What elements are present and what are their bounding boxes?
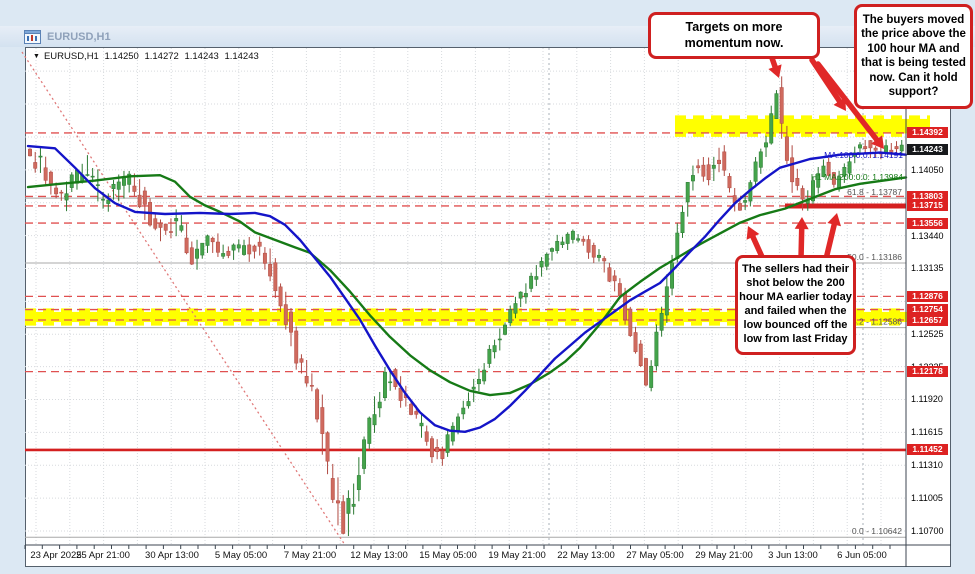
ohlc-header: ▼ EURUSD,H1 1.14250 1.14272 1.14243 1.142… [33,51,262,62]
price-axis-label: 1.13440 [911,230,944,241]
price-level-badge: 1.14392 [907,127,948,139]
price-axis-label: 1.13135 [911,263,944,274]
date-axis-label: 25 Apr 21:00 [76,550,130,561]
price-level-badge: 1.12657 [907,314,948,326]
date-axis-label: 15 May 05:00 [419,550,477,561]
date-axis-label: 30 Apr 13:00 [145,550,199,561]
date-axis-label: 27 May 05:00 [626,550,684,561]
price-level-badge: 1.12178 [907,366,948,378]
trendline [21,51,346,546]
date-axis-label: 19 May 21:00 [488,550,546,561]
date-axis-label: 6 Jun 05:00 [837,550,887,561]
annotation-sellers[interactable]: The sellers had their shot below the 200… [735,255,856,355]
price-axis-label: 1.11920 [911,394,943,405]
price-axis-label: 1.10700 [911,525,944,536]
ohlc-open: 1.14250 [104,51,139,62]
price-level-badge: 1.13715 [907,200,948,212]
window-title: EURUSD,H1 [47,30,111,43]
fib-label: 38.2 - 1.12586 [847,317,902,327]
fibonacci-labels: 61.8 - 1.13787 50.0 - 1.13186 38.2 - 1.125… [847,187,902,536]
price-axis-label: 1.12525 [911,329,944,340]
price-axis[interactable]: 1.140501.134401.131351.125251.122251.119… [906,47,951,567]
grid-layer [25,48,906,545]
date-axis-label: 23 Apr 2025 [30,550,82,561]
red-arrows [746,55,884,262]
candles-layer [28,76,904,537]
price-level-badge: 1.11452 [907,444,948,456]
date-axis[interactable]: 23 Apr 2025 25 Apr 21:00 30 Apr 13:00 5 May… [25,548,906,566]
ohlc-symbol: EURUSD,H1 [43,51,99,62]
ma-label: MA:100:0:0: 1.14191 [824,149,903,160]
chevron-down-icon: ▼ [33,53,40,60]
price-axis-label: 1.14050 [911,164,944,175]
ohlc-close: 1.14243 [224,51,259,62]
price-level-badge: 1.12754 [907,304,948,316]
price-axis-label: 1.11005 [911,493,943,504]
date-axis-label: 3 Jun 13:00 [768,550,818,561]
date-axis-label: 7 May 21:00 [283,550,337,561]
date-axis-label: 22 May 13:00 [557,550,615,561]
price-level-badge: 1.13803 [907,190,948,202]
ohlc-high: 1.14272 [144,51,179,62]
fibonacci-lines [25,197,906,538]
price-axis-label: 1.11615 [911,427,943,438]
fib-label: 61.8 - 1.13787 [847,187,902,197]
date-axis-label: 29 May 21:00 [695,550,753,561]
fib-label: 50.0 - 1.13186 [847,252,902,262]
fib-label: 0.0 - 1.10642 [852,526,902,536]
axis-frame [24,47,951,567]
date-axis-label: 12 May 13:00 [350,550,408,561]
price-level-badge: 1.12876 [907,290,948,302]
ma100-line [26,144,908,433]
price-level-badge: 1.13556 [907,217,948,229]
annotation-targets[interactable]: Targets on more momentum now. [648,12,820,59]
ma-label: H1 MA:200:0:0: 1.13984 [810,171,903,182]
date-axis-label: 5 May 05:00 [214,550,268,561]
ohlc-low: 1.14243 [184,51,219,62]
current-price-badge: 1.14243 [907,143,948,155]
price-axis-label: 1.11310 [911,460,943,471]
ma200-line [26,173,908,397]
annotation-buyers[interactable]: The buyers moved the price above the 100… [854,4,973,109]
chart-window-icon [24,29,41,44]
